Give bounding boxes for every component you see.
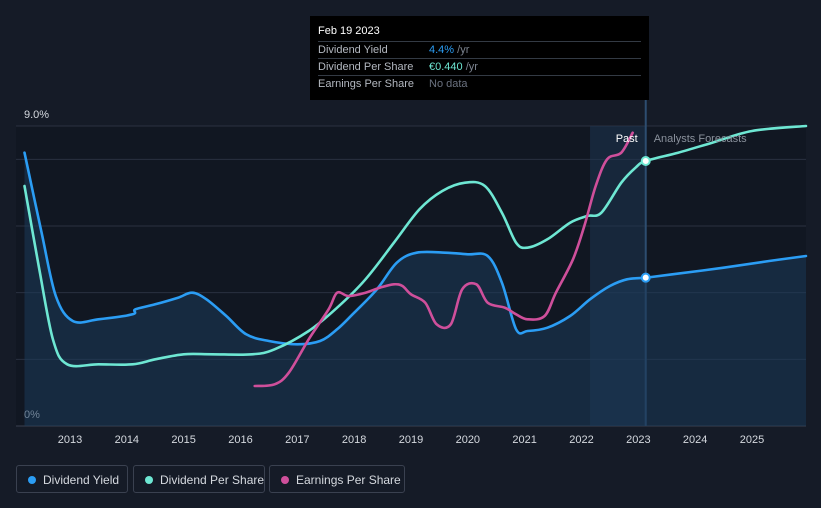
tooltip-label: Earnings Per Share	[318, 78, 414, 90]
tooltip-value: No data	[429, 78, 468, 90]
tooltip-label: Dividend Per Share	[318, 61, 414, 73]
x-tick-label: 2014	[115, 434, 139, 446]
legend-label: Dividend Yield	[43, 473, 120, 487]
dividend-per-share-current-marker	[640, 156, 651, 166]
legend-dot-icon	[28, 476, 36, 484]
dividend-yield-current-marker	[640, 272, 651, 283]
legend-earnings-per-share-button[interactable]: Earnings Per Share	[269, 465, 405, 493]
x-tick-label: 2019	[399, 434, 423, 446]
forecast-label: Analysts Forecasts	[654, 133, 747, 145]
legend-dot-icon	[145, 476, 153, 484]
x-tick-label: 2022	[569, 434, 593, 446]
x-tick-label: 2013	[58, 434, 82, 446]
past-label: Past	[616, 133, 638, 145]
tooltip-panel: Feb 19 2023 Dividend Yield 4.4% /yr Divi…	[310, 16, 649, 100]
x-tick-label: 2015	[171, 434, 195, 446]
x-tick-label: 2023	[626, 434, 650, 446]
dividend-yield-area	[24, 152, 806, 426]
tooltip-unit: /yr	[462, 61, 478, 73]
legend-label: Earnings Per Share	[296, 473, 401, 487]
x-tick-label: 2021	[512, 434, 536, 446]
y-axis-label-top: 9.0%	[24, 109, 49, 121]
tooltip-value: 4.4% /yr	[429, 44, 469, 56]
x-tick-label: 2020	[456, 434, 480, 446]
x-tick-label: 2025	[740, 434, 764, 446]
tooltip-number: €0.440	[429, 61, 463, 73]
dividend-yield-line	[23, 151, 808, 346]
x-tick-label: 2017	[285, 434, 309, 446]
tooltip-no-data: No data	[429, 78, 468, 90]
tooltip-date: Feb 19 2023	[318, 25, 380, 37]
tooltip-unit: /yr	[454, 44, 470, 56]
x-tick-label: 2016	[228, 434, 252, 446]
earnings-per-share-line	[253, 131, 634, 388]
x-tick-label: 2024	[683, 434, 707, 446]
tooltip-number: 4.4%	[429, 44, 455, 56]
x-tick-label: 2018	[342, 434, 366, 446]
legend-dividend-per-share-button[interactable]: Dividend Per Share	[133, 465, 265, 493]
legend-dividend-yield-button[interactable]: Dividend Yield	[16, 465, 128, 493]
tooltip-value: €0.440 /yr	[429, 61, 478, 73]
legend-dot-icon	[281, 476, 289, 484]
dividend-per-share-line	[23, 124, 808, 368]
tooltip-row-dividend-yield: Dividend Yield 4.4% /yr	[318, 41, 641, 59]
tooltip-row-dividend-per-share: Dividend Per Share €0.440 /yr	[318, 58, 641, 76]
legend-label: Dividend Per Share	[160, 473, 265, 487]
tooltip-label: Dividend Yield	[318, 44, 388, 56]
tooltip-row-earnings-per-share: Earnings Per Share No data	[318, 75, 641, 93]
